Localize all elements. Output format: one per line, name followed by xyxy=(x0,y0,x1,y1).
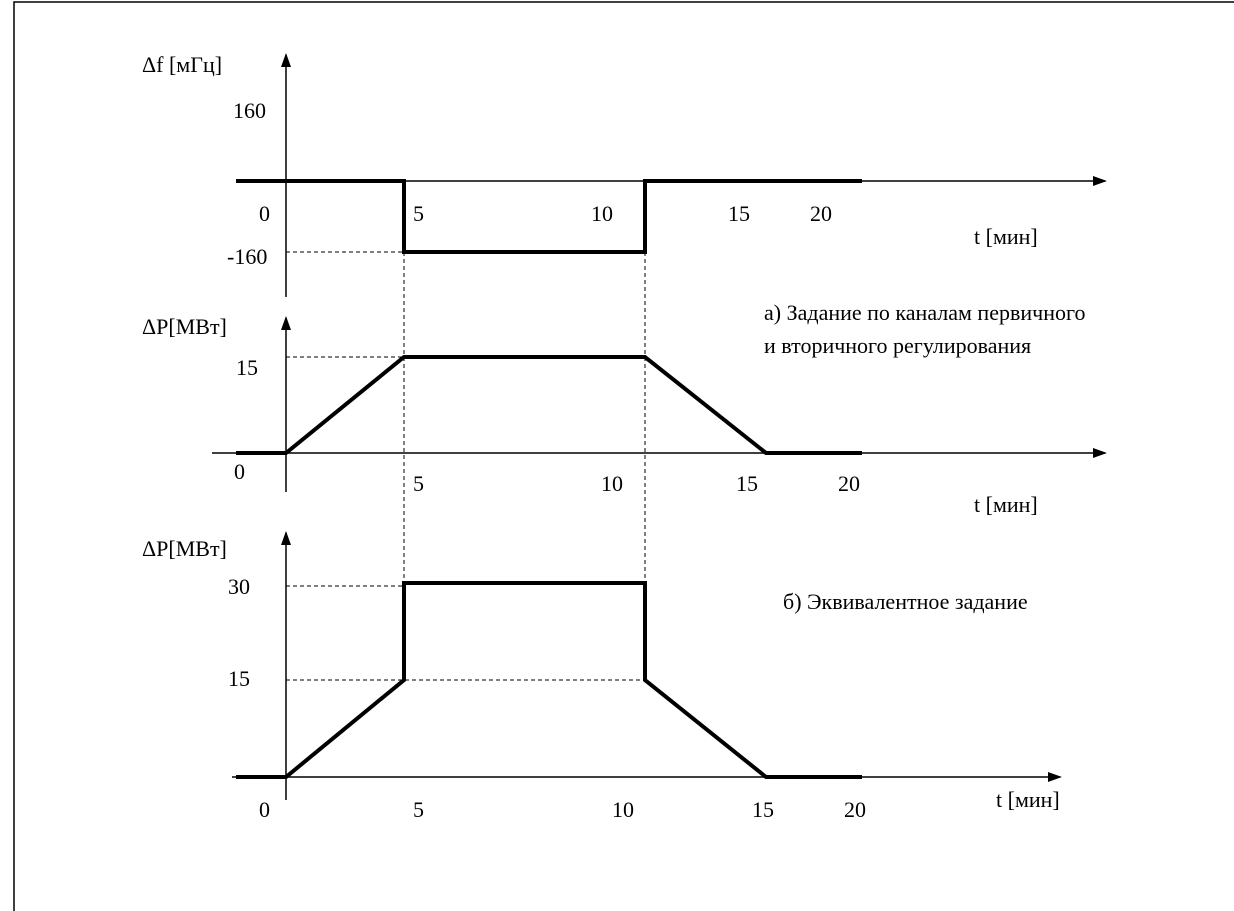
power-b-y-tick-30: 30 xyxy=(228,574,250,599)
freq-x-label: t [мин] xyxy=(974,224,1038,249)
power-b-x-tick-5: 5 xyxy=(413,797,424,822)
freq-x-tick-15: 15 xyxy=(728,201,750,226)
power-a-x-tick-0: 0 xyxy=(234,459,245,484)
freq-x-tick-20: 20 xyxy=(810,201,832,226)
chart-power-b: ΔP[МВт] 30 15 0 5 10 15 20 t [мин] б) Эк… xyxy=(142,531,1062,822)
power-a-y-tick-15: 15 xyxy=(236,355,258,380)
freq-y-label: Δf [мГц] xyxy=(142,52,222,77)
power-a-trace xyxy=(236,355,862,455)
power-b-x-tick-20: 20 xyxy=(844,797,866,822)
freq-x-tick-10: 10 xyxy=(591,201,613,226)
power-a-x-tick-10: 10 xyxy=(601,471,623,496)
power-a-x-tick-15: 15 xyxy=(736,471,758,496)
power-a-x-tick-5: 5 xyxy=(413,471,424,496)
figure-frame xyxy=(13,1,1234,911)
power-b-x-label: t [мин] xyxy=(996,787,1060,812)
power-a-y-label: ΔP[МВт] xyxy=(142,314,227,339)
freq-x-tick-5: 5 xyxy=(413,201,424,226)
power-a-annotation-line-1: а) Задание по каналам первичного xyxy=(764,300,1085,325)
freq-trace xyxy=(236,179,862,254)
power-b-y-label: ΔP[МВт] xyxy=(142,536,227,561)
power-a-x-tick-20: 20 xyxy=(838,471,860,496)
chart-frequency: Δf [мГц] 160 -160 0 5 10 15 20 t [мин] xyxy=(142,52,1107,297)
power-b-x-tick-15: 15 xyxy=(752,797,774,822)
power-b-x-tick-10: 10 xyxy=(612,797,634,822)
power-b-trace xyxy=(236,581,862,779)
chart-power-a: ΔP[МВт] 15 0 5 10 15 20 t [мин] а) Задан… xyxy=(142,300,1107,517)
power-b-annotation: б) Эквивалентное задание xyxy=(783,589,1028,614)
power-b-x-tick-0: 0 xyxy=(259,797,270,822)
power-a-annotation-line-2: и вторичного регулирования xyxy=(764,333,1031,358)
power-a-x-label: t [мин] xyxy=(974,492,1038,517)
freq-y-tick-minus-160: -160 xyxy=(227,244,267,269)
freq-x-tick-0: 0 xyxy=(259,201,270,226)
power-b-y-tick-15: 15 xyxy=(228,666,250,691)
freq-y-tick-160: 160 xyxy=(233,98,266,123)
